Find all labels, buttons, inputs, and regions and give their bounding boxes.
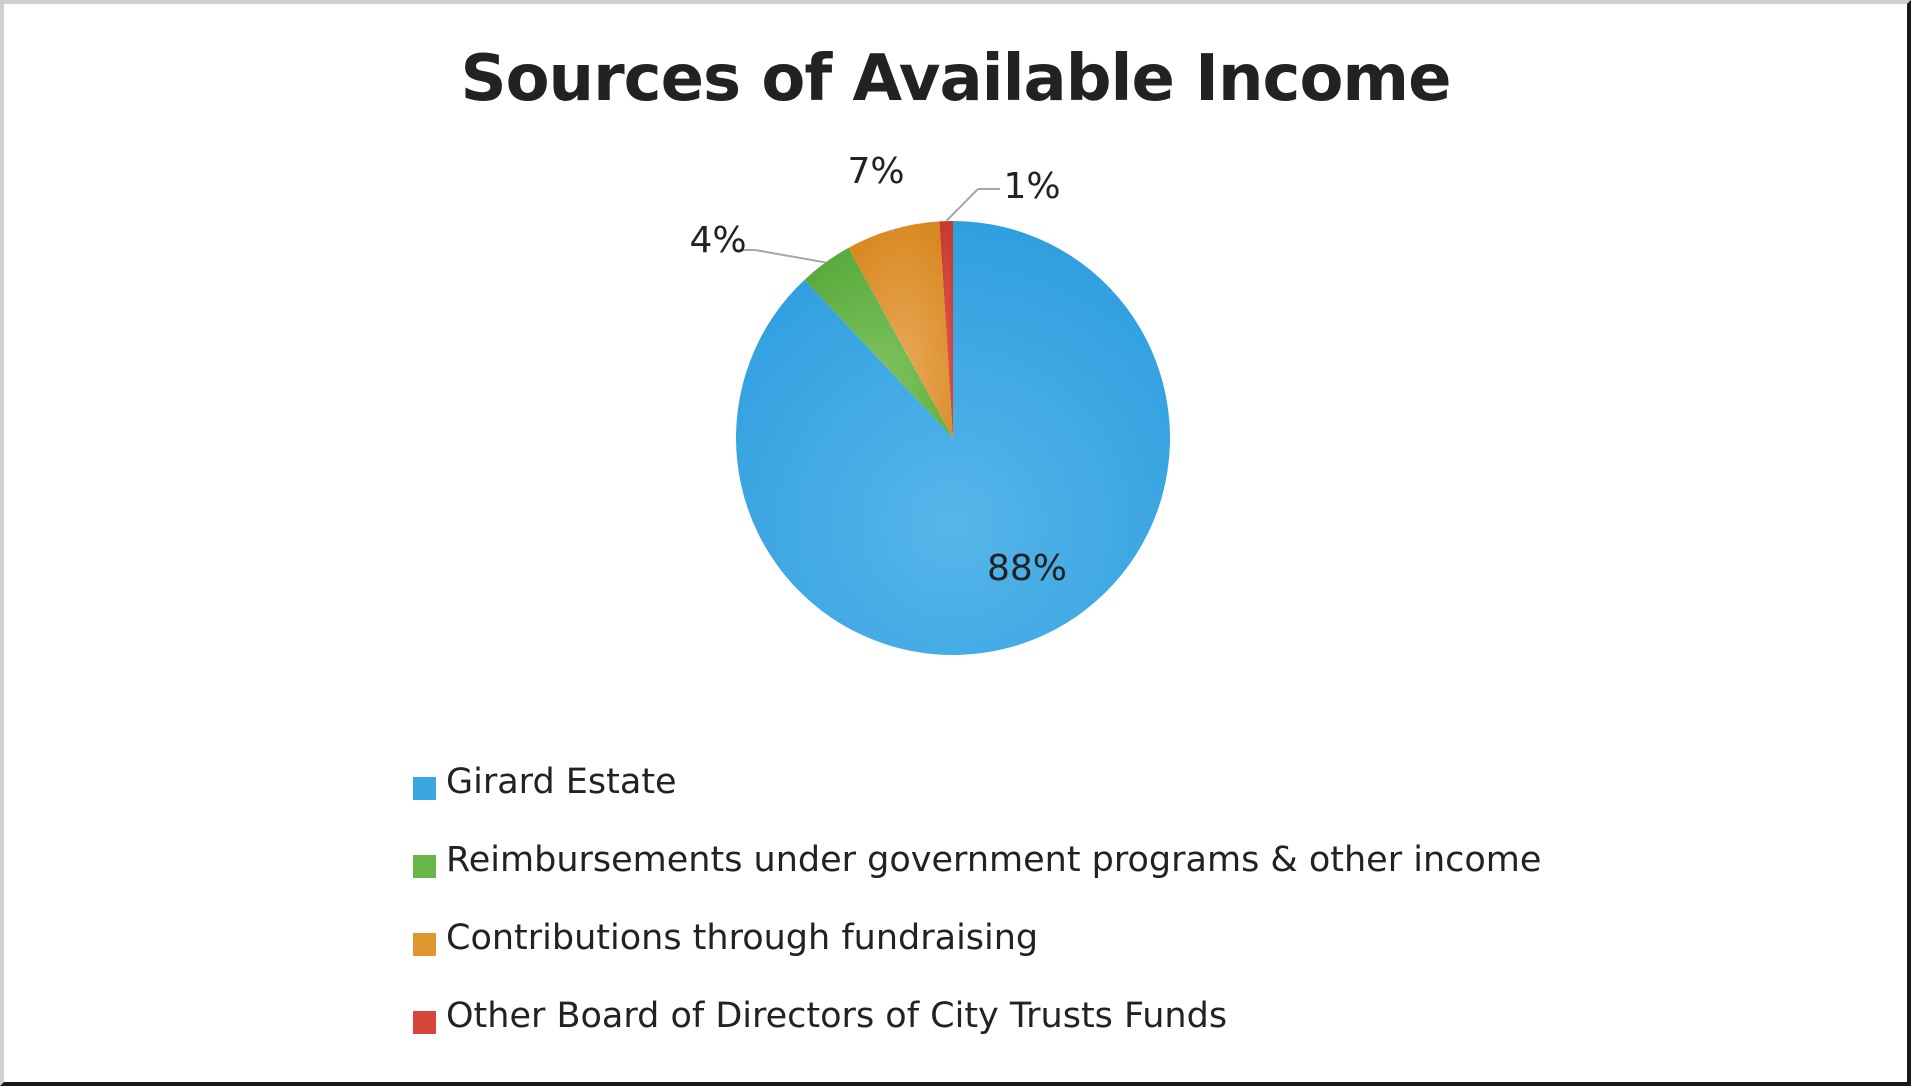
data-label-0: 88% bbox=[987, 548, 1067, 589]
data-label-3: 1% bbox=[1003, 166, 1060, 207]
legend-label: Contributions through fundraising bbox=[446, 918, 1039, 958]
legend-label: Reimbursements under government programs… bbox=[446, 840, 1542, 880]
pie-slice-1 bbox=[804, 247, 953, 438]
legend-item: Contributions through fundraising bbox=[413, 914, 1541, 992]
leader-line-1 bbox=[754, 249, 826, 264]
chart-legend: Girard Estate Reimbursements under govern… bbox=[413, 758, 1541, 1070]
legend-swatch bbox=[413, 777, 436, 800]
legend-swatch bbox=[413, 1011, 436, 1034]
legend-swatch bbox=[413, 855, 436, 878]
legend-label: Girard Estate bbox=[446, 762, 677, 802]
leader-line-2 bbox=[891, 229, 894, 233]
legend-item: Girard Estate bbox=[413, 758, 1541, 836]
chart-title: Sources of Available Income bbox=[460, 42, 1451, 116]
data-label-1: 4% bbox=[689, 220, 746, 261]
leader-line-3 bbox=[945, 188, 979, 222]
legend-item: Reimbursements under government programs… bbox=[413, 836, 1541, 914]
legend-item: Other Board of Directors of City Trusts … bbox=[413, 992, 1541, 1070]
legend-swatch bbox=[413, 933, 436, 956]
pie-slice-0 bbox=[736, 220, 1171, 655]
data-label-2: 7% bbox=[847, 151, 904, 192]
legend-label: Other Board of Directors of City Trusts … bbox=[446, 996, 1228, 1036]
pie-slice-2 bbox=[848, 221, 953, 438]
pie-slice-3 bbox=[939, 221, 953, 438]
